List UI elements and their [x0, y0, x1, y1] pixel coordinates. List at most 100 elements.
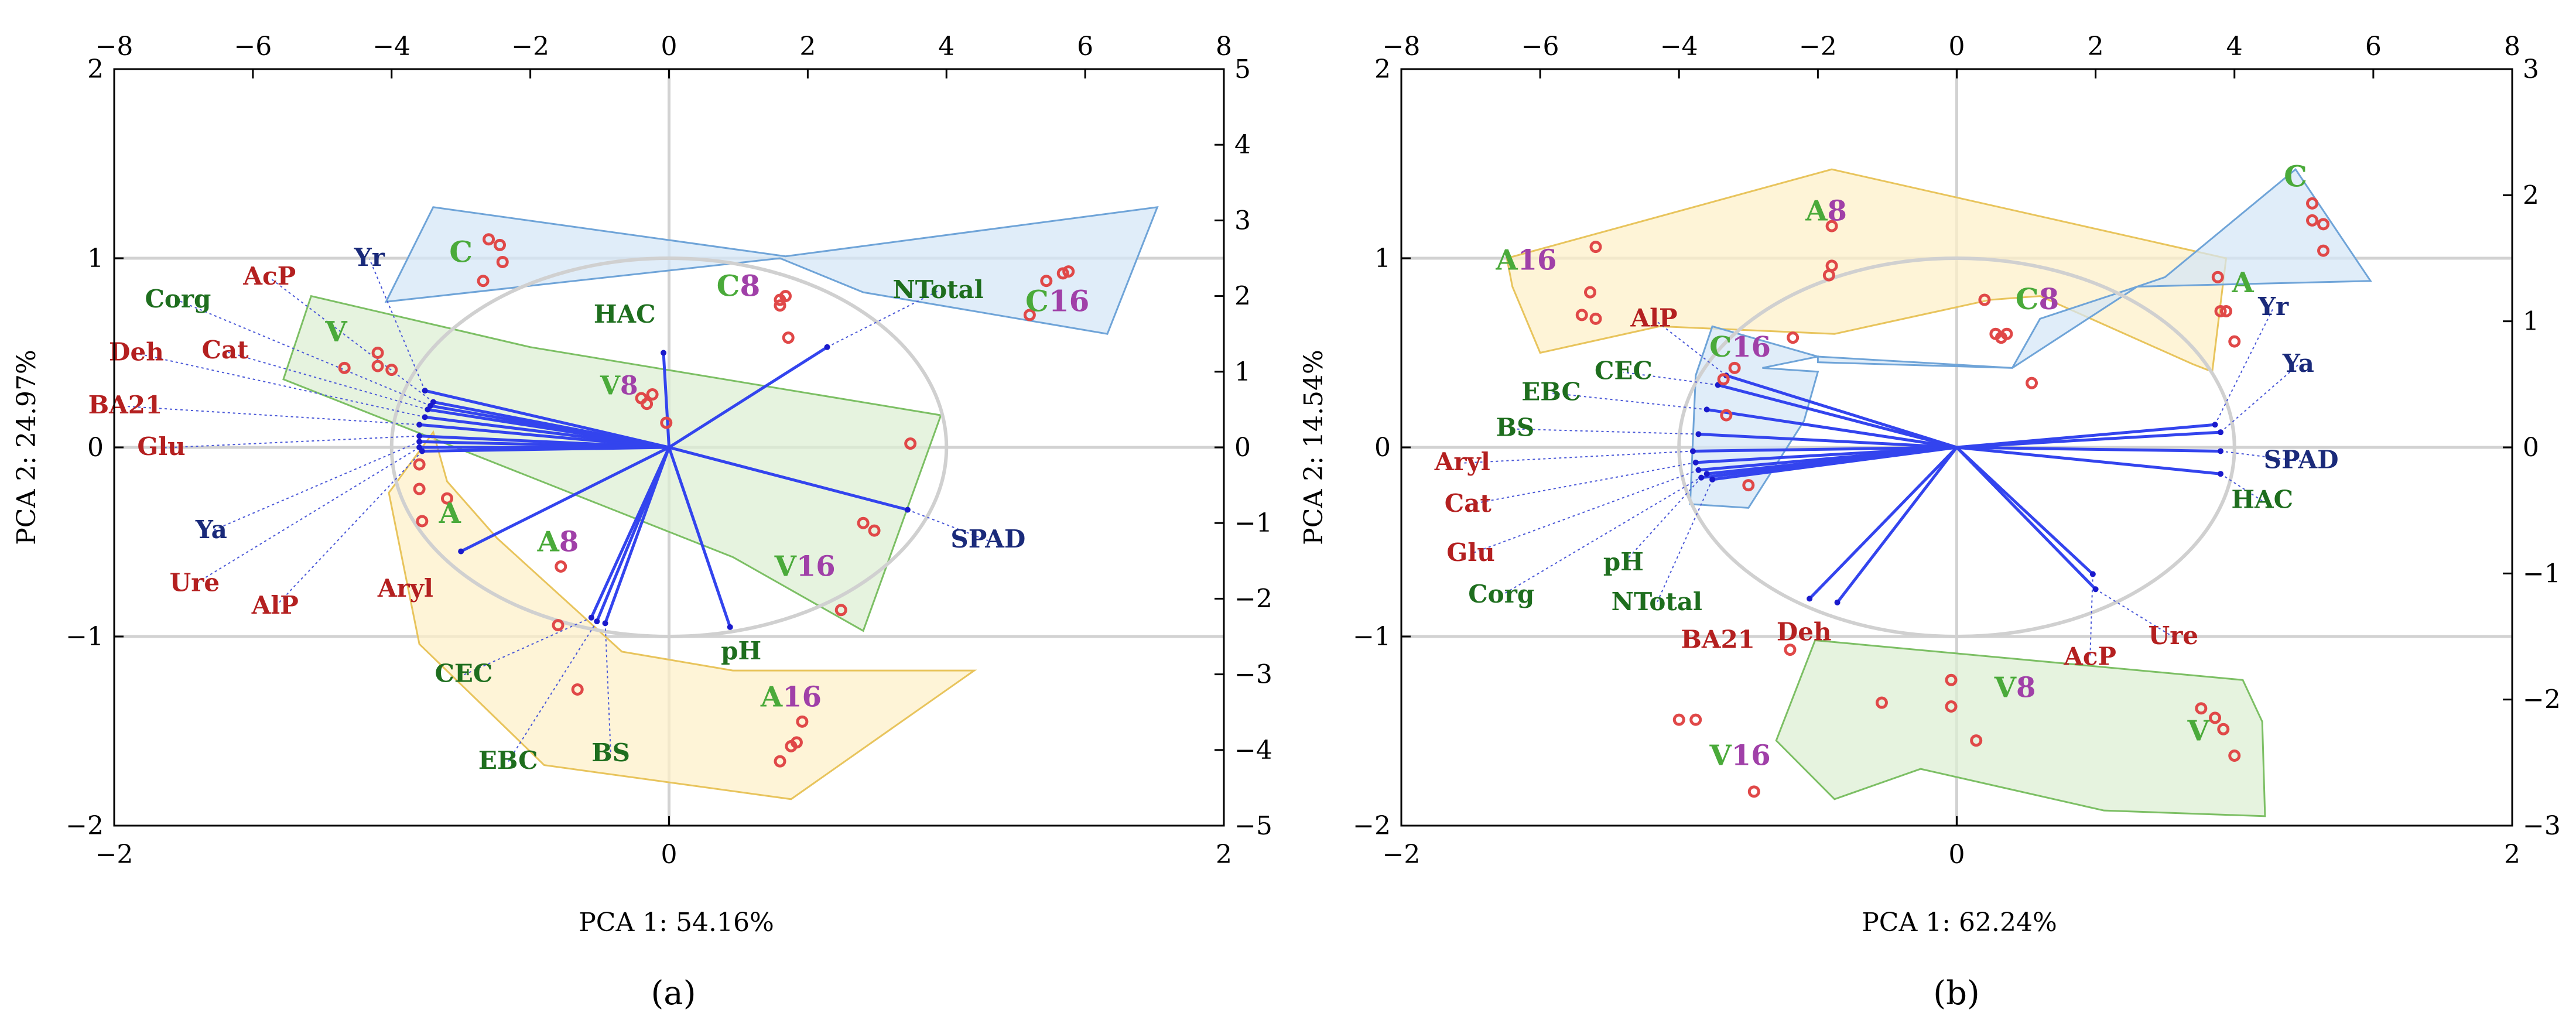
correlation-circle	[389, 256, 949, 638]
top-x-tick-label: 0	[1949, 32, 1965, 61]
group-label-letter: C	[1025, 283, 1049, 318]
vector-label: SPAD	[950, 525, 1025, 553]
vector-label: SPAD	[2264, 446, 2339, 474]
top-x-tick-label: 4	[2226, 32, 2243, 61]
y-tick-label: −2	[66, 811, 104, 841]
vector-tip	[2089, 571, 2096, 577]
data-point	[774, 755, 786, 768]
data-point	[1717, 373, 1730, 386]
right-y-tick-label: 4	[1234, 130, 1251, 160]
vector-tip	[824, 344, 830, 350]
right-y-tick-label: −5	[1234, 811, 1272, 841]
x-tick-label: 0	[1949, 840, 1965, 870]
data-point	[1575, 309, 1588, 321]
vector-label-connector	[2089, 574, 2093, 658]
data-point	[1747, 785, 1760, 798]
group-label-letter: A	[439, 497, 461, 530]
group-label: V	[2187, 715, 2209, 748]
vector-label: Ure	[170, 568, 220, 597]
vector-label: Deh	[1777, 617, 1832, 646]
data-point	[1023, 309, 1036, 321]
loading-vector	[1956, 446, 2221, 475]
group-label: A16	[760, 681, 822, 714]
right-y-tick-label: −3	[2523, 811, 2561, 841]
vector-label: EBC	[478, 746, 538, 775]
right-y-tick-label: 2	[1234, 282, 1251, 312]
group-label: A16	[1495, 244, 1556, 276]
right-y-tick-label: −2	[2523, 685, 2561, 715]
group-label: C8	[2016, 282, 2060, 316]
data-point	[571, 683, 584, 696]
group-label: C8	[717, 269, 761, 303]
group-label-number: 8	[620, 371, 638, 401]
vector-tip	[422, 388, 428, 394]
vector-label: CEC	[1595, 357, 1653, 385]
panel-caption: (a)	[651, 974, 696, 1012]
vector-label: CEC	[435, 659, 492, 688]
x-tick-label: 2	[1216, 840, 1232, 870]
data-point	[2228, 335, 2241, 348]
y-tick-label: 2	[87, 54, 104, 84]
group-label-letter: C	[717, 269, 740, 303]
group-label-letter: V	[600, 371, 621, 401]
loading-vector	[662, 353, 670, 448]
y-axis-title: PCA 2: 14.54%	[1299, 350, 1329, 545]
y-tick-label: −1	[1353, 622, 1391, 652]
group-label-number: 16	[782, 681, 822, 714]
data-point	[2220, 304, 2233, 317]
loading-vector	[460, 446, 670, 553]
data-point	[1062, 265, 1075, 278]
data-point	[774, 299, 786, 312]
loading-vector	[1808, 446, 1958, 600]
vector-tip	[416, 433, 423, 439]
vector-label: Glu	[137, 432, 185, 461]
x-tick-label: 0	[661, 840, 678, 870]
y-tick-label: 0	[87, 433, 104, 463]
vector-label-connector	[1470, 469, 1699, 555]
vector-tip	[727, 624, 733, 630]
vector-label-connector	[2095, 588, 2174, 638]
group-label-number: 16	[1732, 331, 1771, 364]
vector-label-connector	[463, 617, 592, 676]
group-label-letter: V	[774, 550, 797, 583]
vector-tip	[425, 406, 431, 413]
group-region-blue	[1689, 167, 2372, 509]
group-label: A8	[1805, 194, 1847, 227]
vector-label: AcP	[2063, 642, 2116, 670]
data-point	[1970, 734, 1983, 747]
vector-label-connector	[507, 621, 598, 762]
data-point	[2195, 702, 2208, 715]
vector-label-connector	[161, 435, 420, 449]
vector-tip	[416, 439, 423, 445]
data-point	[646, 388, 659, 401]
vector-tip	[588, 614, 594, 621]
data-point	[1825, 220, 1838, 232]
top-x-tick-label: 0	[661, 32, 678, 61]
y-tick-label: 2	[1374, 54, 1391, 84]
vector-label: AlP	[251, 591, 299, 620]
top-x-tick-label: 2	[799, 32, 816, 61]
y-tick-label: 1	[1374, 244, 1391, 273]
group-label-letter: C	[2284, 159, 2307, 193]
loading-vector	[425, 389, 670, 449]
group-label-number: 16	[1518, 244, 1557, 276]
right-y-tick-label: −4	[1234, 735, 1272, 765]
data-point	[779, 290, 792, 303]
y-tick-label: 1	[87, 244, 104, 273]
vector-tip	[2092, 586, 2099, 593]
data-point	[1720, 409, 1733, 422]
vector-label-connector	[211, 441, 420, 532]
vector-tip	[904, 507, 911, 513]
top-x-tick-label: 6	[1077, 32, 1093, 61]
vector-label: Yr	[354, 243, 385, 272]
vector-label: Cat	[201, 336, 249, 364]
data-point	[2228, 749, 2241, 762]
top-x-tick-label: −4	[372, 32, 410, 61]
top-x-tick-label: −8	[1383, 32, 1421, 61]
right-y-tick-label: 1	[2523, 307, 2539, 337]
data-point	[2317, 218, 2330, 231]
loading-vector	[422, 446, 669, 453]
group-label: C16	[1025, 283, 1089, 318]
